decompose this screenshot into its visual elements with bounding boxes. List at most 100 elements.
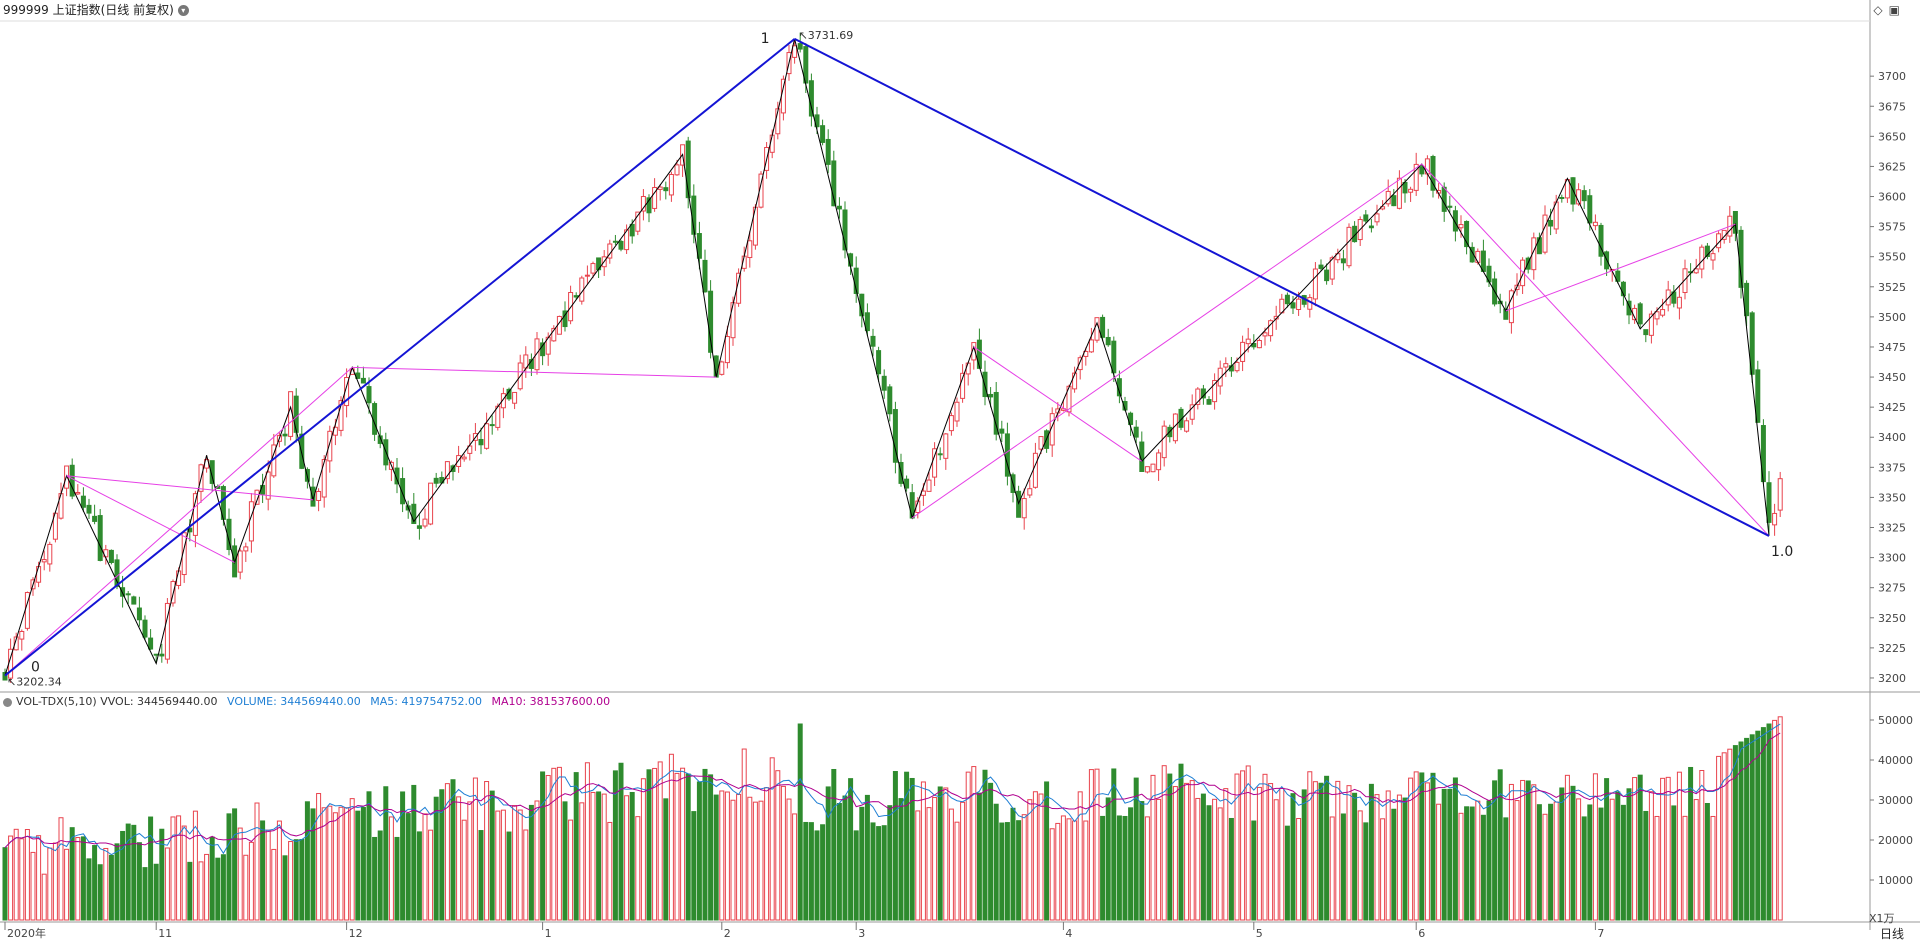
- volume-bar: [1396, 794, 1402, 921]
- candle: [1553, 194, 1559, 234]
- candle-body: [327, 430, 333, 462]
- candle: [1637, 301, 1643, 329]
- volume-bar: [808, 822, 814, 921]
- price-tick-label: 3400: [1878, 431, 1906, 444]
- candle-body: [243, 546, 249, 552]
- candle-body: [534, 338, 540, 371]
- volume-bar: [1374, 794, 1380, 921]
- candle: [646, 194, 652, 223]
- volume-bar: [1738, 741, 1744, 921]
- volume-bar: [1139, 801, 1145, 921]
- volume-bar: [758, 800, 764, 921]
- volume-bar: [198, 861, 204, 921]
- volume-bar: [528, 804, 534, 921]
- volume-indicator-name[interactable]: VOL-TDX(5,10): [16, 695, 97, 708]
- candle: [618, 239, 624, 252]
- volume-bar: [736, 793, 742, 921]
- candle: [1447, 195, 1453, 213]
- high-value-label: ↖3731.69: [799, 29, 854, 42]
- candle-body: [1587, 195, 1593, 224]
- candle-body: [808, 80, 814, 117]
- volume-bar: [820, 824, 826, 921]
- candle-body: [719, 361, 725, 375]
- candle-body: [943, 433, 949, 459]
- candle-body: [248, 501, 254, 542]
- candle: [836, 197, 842, 219]
- volume-bar: [1105, 797, 1111, 921]
- candle: [13, 632, 19, 651]
- volume-bar: [108, 854, 114, 921]
- volume-bar: [344, 807, 350, 921]
- candle: [1772, 503, 1778, 536]
- volume-bar: [461, 819, 467, 921]
- volume-bar: [741, 748, 747, 921]
- candle: [271, 433, 277, 478]
- magenta-trend-line: [1421, 163, 1770, 537]
- price-tick-label: 3650: [1878, 130, 1906, 143]
- candle: [1223, 357, 1229, 378]
- volume-bar: [1312, 781, 1318, 921]
- volume-bar: [209, 836, 215, 921]
- volume-bar: [8, 835, 14, 921]
- volume-bar: [1531, 784, 1537, 921]
- candle-body: [1156, 452, 1162, 471]
- volume-bar: [1128, 807, 1134, 921]
- candle-body: [1699, 246, 1705, 270]
- volume-bar: [1133, 777, 1139, 921]
- candle-body: [159, 653, 165, 657]
- candle-body: [1077, 357, 1083, 371]
- volume-bar: [1385, 790, 1391, 921]
- price-tick-label: 3625: [1878, 160, 1906, 173]
- volume-bar: [1654, 815, 1660, 921]
- candle: [1592, 214, 1598, 231]
- panel-icon[interactable]: ▣: [1888, 3, 1900, 17]
- volume-bar: [786, 798, 792, 921]
- volume-tick-label: 10000: [1878, 874, 1913, 887]
- candle: [926, 470, 932, 492]
- indicator-menu-icon[interactable]: [3, 697, 12, 707]
- candle-body: [484, 423, 490, 449]
- candle: [1156, 449, 1162, 481]
- volume-bar: [646, 769, 652, 921]
- magenta-trend-line: [4, 367, 353, 676]
- candle: [1312, 262, 1318, 307]
- candle-body: [652, 186, 658, 209]
- volume-bar: [1587, 804, 1593, 921]
- candle: [691, 184, 697, 244]
- candle: [1105, 328, 1111, 347]
- volume-bar: [80, 836, 86, 921]
- candle: [1150, 463, 1156, 473]
- volume-bar: [1693, 799, 1699, 921]
- candle-body: [1262, 332, 1268, 337]
- candle-body: [1256, 340, 1262, 349]
- candle: [612, 234, 618, 246]
- volume-bar: [1363, 822, 1369, 921]
- chevron-down-icon[interactable]: ▾: [177, 5, 189, 16]
- candle: [652, 178, 658, 212]
- diamond-icon[interactable]: ◇: [1873, 3, 1883, 17]
- price-tick-label: 3475: [1878, 341, 1906, 354]
- candle: [1284, 292, 1290, 308]
- volume-bar: [596, 791, 602, 921]
- candle-body: [97, 515, 103, 561]
- candle: [708, 280, 714, 359]
- volume-bar: [825, 786, 831, 921]
- candle-body: [1441, 186, 1447, 212]
- volume-bar: [601, 793, 607, 921]
- volume-bar: [708, 774, 714, 921]
- candle: [960, 364, 966, 403]
- volume-bar: [120, 830, 126, 921]
- candle-body: [1419, 166, 1425, 175]
- volume-tick-label: 30000: [1878, 794, 1913, 807]
- candle-body: [708, 290, 714, 353]
- candle: [881, 369, 887, 399]
- magenta-trend-line: [352, 366, 717, 378]
- candle-body: [1133, 426, 1139, 438]
- volume-bar: [1408, 777, 1414, 921]
- candle-body: [954, 401, 960, 422]
- volume-bar: [349, 798, 355, 921]
- candle: [1195, 387, 1201, 410]
- volume-bar: [1178, 763, 1184, 921]
- date-tick-label: 6: [1418, 927, 1425, 940]
